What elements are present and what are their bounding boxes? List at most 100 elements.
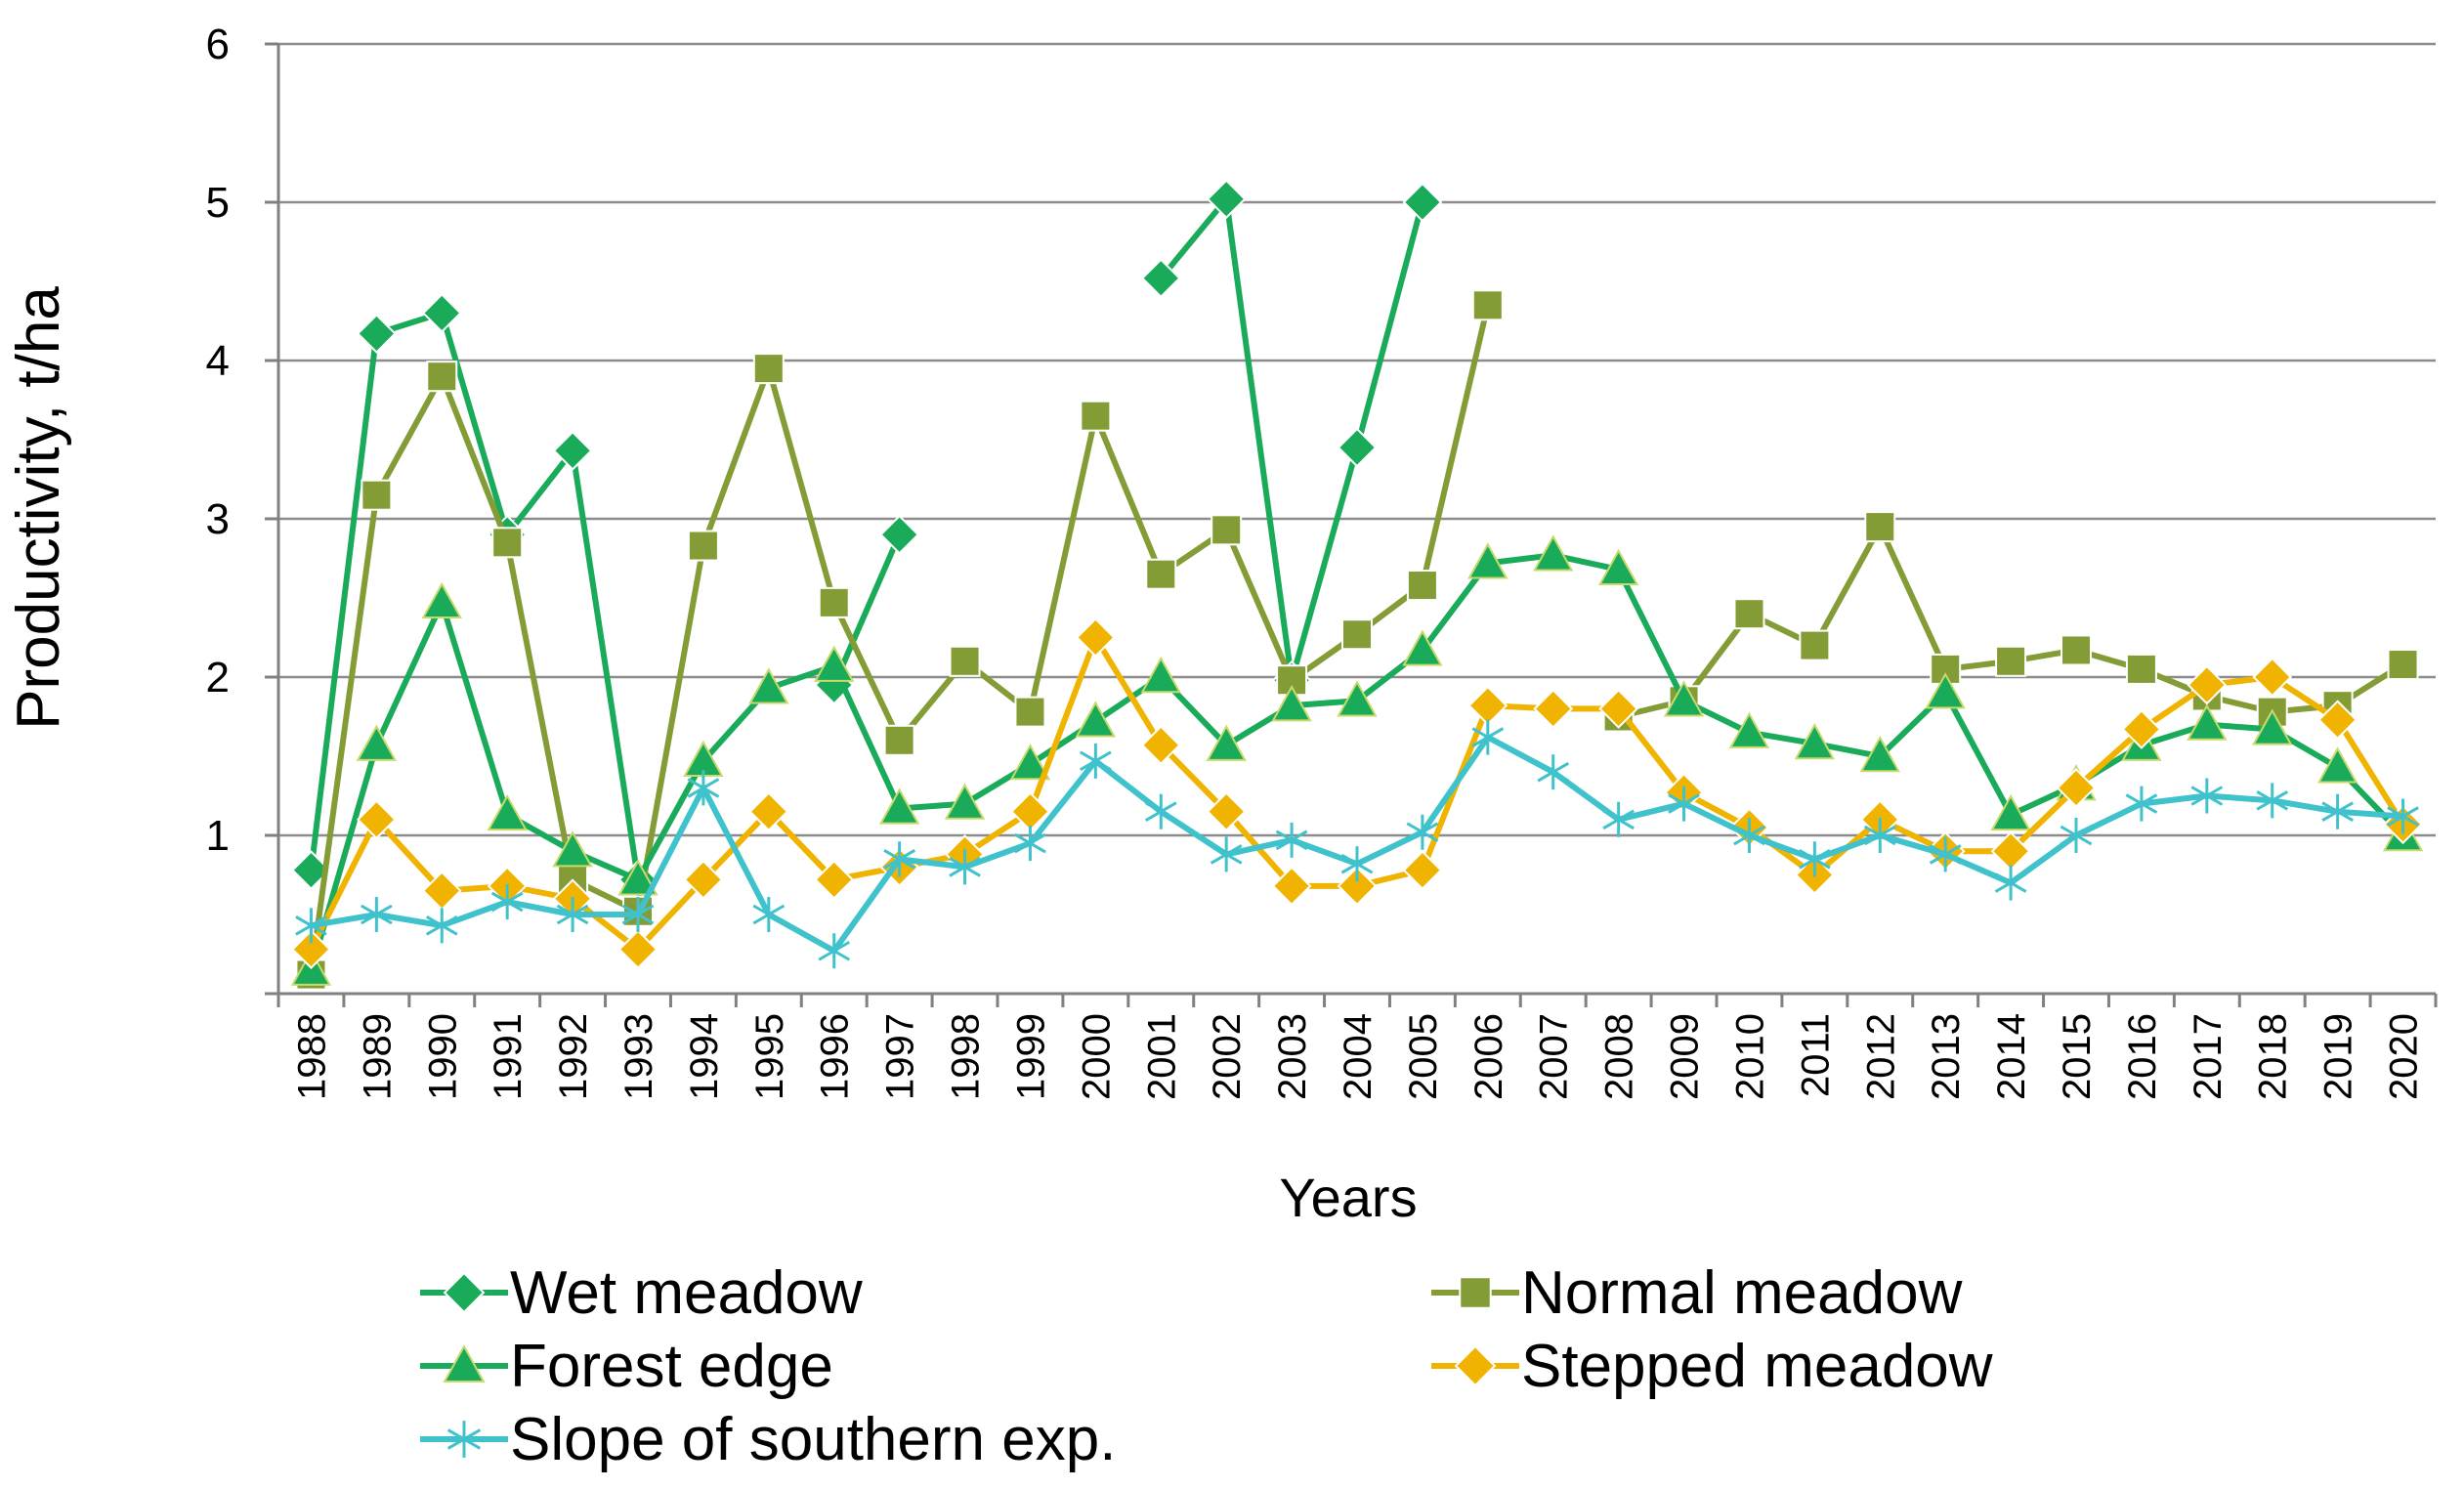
gridlines (265, 42, 2436, 996)
x-tick-label: 2017 (2187, 1013, 2230, 1100)
asterisk-stroke (1340, 853, 1374, 874)
asterisk-stroke (1668, 793, 1700, 814)
data-point (426, 361, 458, 393)
data-point (1271, 685, 1312, 722)
data-point (2187, 703, 2228, 741)
asterisk-stroke (446, 1428, 482, 1450)
data-point (1533, 534, 1574, 572)
data-point (1402, 182, 1443, 223)
data-point (1145, 558, 1177, 590)
x-tick-label: 2018 (2252, 1013, 2295, 1100)
asterisk-stroke (1275, 830, 1308, 851)
data-point (949, 849, 981, 885)
asterisk-stroke (1014, 832, 1046, 854)
data-point (1206, 724, 1247, 761)
data-point (1206, 791, 1247, 832)
data-point (356, 724, 398, 761)
x-tick-label: 2020 (2383, 1013, 2426, 1100)
legend-item: Forest edge (420, 1333, 833, 1400)
data-point (421, 292, 462, 333)
data-point (2060, 818, 2093, 853)
y-tick-label: 1 (206, 812, 230, 860)
data-point (295, 908, 327, 944)
asterisk-stroke (1537, 761, 1570, 783)
data-point (2125, 653, 2157, 685)
data-point (2252, 657, 2293, 698)
y-tick-labels: 1 2 3 4 5 6 (206, 21, 230, 860)
y-tick-label: 5 (206, 179, 230, 227)
data-point (748, 667, 789, 704)
x-tick-label: 2006 (1467, 1013, 1510, 1100)
asterisk-stroke (949, 857, 981, 877)
y-tick-label: 4 (206, 337, 230, 385)
data-point (883, 841, 915, 877)
asterisk-stroke (490, 891, 524, 913)
asterisk-stroke (2060, 825, 2093, 846)
x-tick-label: 2007 (1533, 1013, 1576, 1100)
asterisk-stroke (1406, 822, 1439, 843)
data-point (814, 859, 855, 900)
asterisk-stroke (2256, 790, 2289, 811)
data-point (1211, 514, 1243, 546)
x-tick-label: 1997 (879, 1013, 922, 1100)
legend-item: Normal meadow (1431, 1259, 1963, 1327)
data-point (491, 527, 524, 559)
data-point (556, 897, 589, 932)
data-point (2121, 709, 2162, 749)
asterisk-stroke (1602, 809, 1635, 830)
data-point (1337, 680, 1378, 717)
data-point (356, 799, 397, 840)
data-point (687, 770, 720, 806)
series-stepped-meadow (291, 617, 2423, 970)
data-point (1733, 598, 1765, 630)
data-point (1210, 836, 1243, 872)
legend-label: Normal meadow (1521, 1259, 1963, 1327)
data-point (1794, 722, 1836, 760)
legend-marker (1454, 1344, 1497, 1387)
data-point (2060, 634, 2092, 666)
x-tick-label: 1988 (290, 1013, 333, 1100)
x-tick-label: 1992 (552, 1013, 595, 1100)
data-point (878, 787, 920, 825)
data-point (1602, 801, 1635, 837)
asterisk-stroke (295, 915, 327, 936)
data-point (1140, 725, 1181, 766)
data-point (2317, 700, 2358, 741)
data-point (944, 783, 986, 820)
data-point (1402, 850, 1443, 891)
x-tick-label: 2010 (1728, 1013, 1771, 1100)
data-point (818, 586, 850, 618)
data-point (1337, 866, 1378, 907)
series-line (1158, 195, 1425, 684)
axes (276, 44, 2436, 996)
data-point (1271, 866, 1312, 907)
x-tick-label: 2011 (1794, 1013, 1837, 1097)
legend-label: Slope of southern exp. (510, 1406, 1116, 1473)
series-line (308, 310, 641, 880)
asterisk-stroke (687, 778, 720, 798)
data-point (1733, 818, 1765, 853)
asterisk-stroke (2387, 806, 2419, 827)
asterisk-stroke (818, 940, 851, 961)
data-point (490, 884, 524, 920)
data-point (2316, 746, 2358, 784)
asterisk-stroke (2125, 793, 2158, 814)
data-point (949, 645, 981, 677)
data-point (1995, 645, 2027, 677)
data-point (361, 479, 393, 511)
x-tick-label: 2016 (2121, 1013, 2164, 1100)
series-line (830, 533, 903, 687)
asterisk-stroke (752, 904, 786, 925)
y-tick-label: 3 (206, 495, 230, 543)
legend-marker (443, 1271, 486, 1314)
asterisk-stroke (883, 849, 915, 870)
data-point (2190, 778, 2224, 814)
data-point (687, 530, 719, 562)
legend-marker (446, 1421, 482, 1458)
asterisk-stroke (361, 904, 393, 925)
asterisk-stroke (2321, 801, 2354, 822)
data-point (1075, 617, 1116, 658)
data-point (1337, 427, 1378, 468)
data-point (1402, 629, 1443, 666)
data-point (1859, 735, 1900, 773)
